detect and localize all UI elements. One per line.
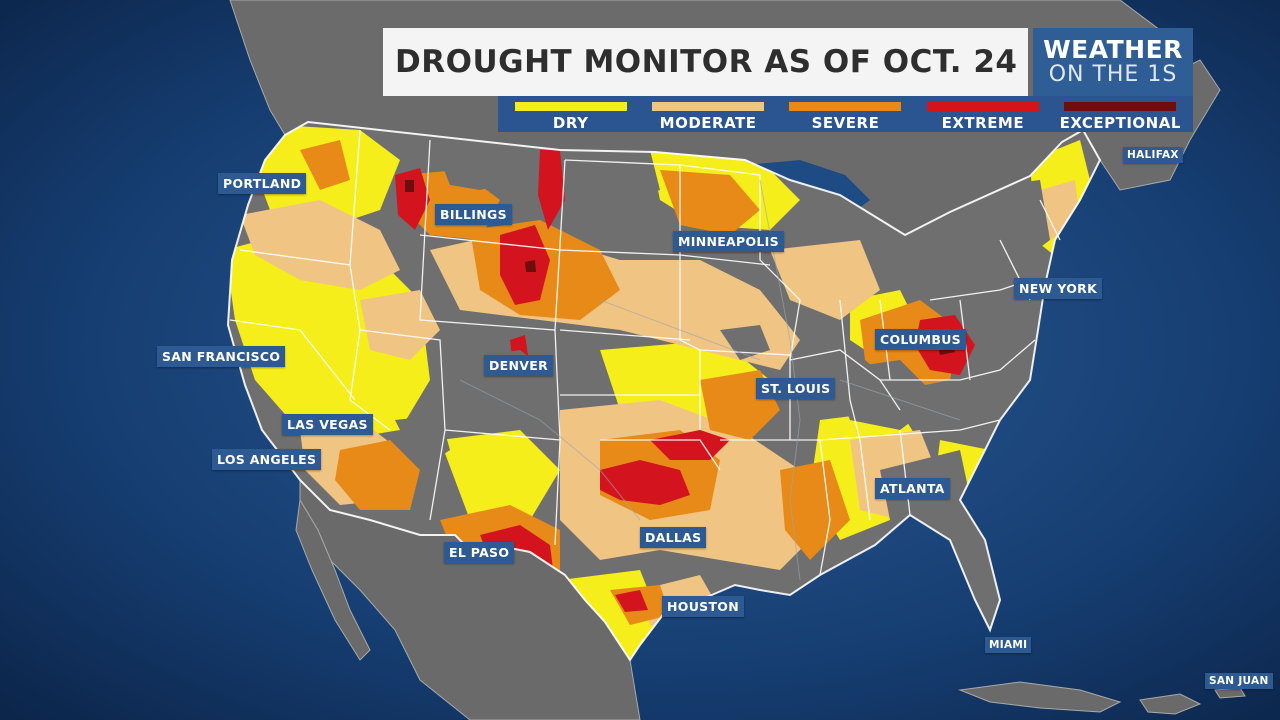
legend-item-extreme: EXTREME xyxy=(922,102,1044,132)
puerto-rico-land xyxy=(1214,687,1246,699)
legend-swatch-dry xyxy=(514,102,627,111)
legend-item-dry: DRY xyxy=(510,102,632,132)
legend-item-severe: SEVERE xyxy=(784,102,906,132)
city-label-columbus: COLUMBUS xyxy=(875,329,966,350)
city-label-st-louis: ST. LOUIS xyxy=(756,378,836,399)
city-label-atlanta: ATLANTA xyxy=(875,478,950,499)
map-title: DROUGHT MONITOR AS OF OCT. 24 xyxy=(395,44,1018,80)
title-banner: DROUGHT MONITOR AS OF OCT. 24 xyxy=(383,28,1028,96)
city-label-los-angeles: LOS ANGELES xyxy=(212,449,322,470)
legend-item-moderate: MODERATE xyxy=(647,102,769,132)
city-label-new-york: NEW YORK xyxy=(1014,278,1103,299)
legend-item-exceptional: EXCEPTIONAL xyxy=(1059,102,1181,132)
legend-label-extreme: EXTREME xyxy=(941,114,1025,132)
city-label-san-juan: SAN JUAN xyxy=(1205,673,1273,689)
city-label-portland: PORTLAND xyxy=(218,173,307,194)
city-label-el-paso: EL PASO xyxy=(444,542,515,563)
legend-label-moderate: MODERATE xyxy=(659,114,757,132)
brand-line2: ON THE 1S xyxy=(1048,62,1178,87)
legend-label-dry: DRY xyxy=(552,114,589,132)
city-label-halifax: HALIFAX xyxy=(1123,147,1183,163)
hispaniola-land xyxy=(1139,693,1202,715)
legend-swatch-moderate xyxy=(652,102,765,111)
city-label-minneapolis: MINNEAPOLIS xyxy=(673,231,784,252)
cuba-land xyxy=(958,681,1122,713)
city-label-las-vegas: LAS VEGAS xyxy=(282,414,373,435)
legend-swatch-extreme xyxy=(926,102,1039,111)
city-label-san-francisco: SAN FRANCISCO xyxy=(157,346,286,367)
city-label-denver: DENVER xyxy=(484,355,554,376)
legend-swatch-severe xyxy=(789,102,902,111)
legend-label-severe: SEVERE xyxy=(811,114,880,132)
baja-land xyxy=(295,498,371,661)
brand-logo: WEATHER ON THE 1S xyxy=(1033,28,1193,96)
brand-line1: WEATHER xyxy=(1043,35,1183,64)
drought-legend: DRY MODERATE SEVERE EXTREME EXCEPTIONAL xyxy=(498,96,1193,132)
city-label-miami: MIAMI xyxy=(985,637,1032,653)
city-label-houston: HOUSTON xyxy=(662,596,744,617)
city-label-dallas: DALLAS xyxy=(640,527,707,548)
state-borders xyxy=(226,120,1102,662)
drought-layers xyxy=(228,125,1095,660)
city-label-billings: BILLINGS xyxy=(435,204,512,225)
legend-swatch-exceptional xyxy=(1064,102,1177,111)
dry-zones xyxy=(228,125,1095,660)
legend-label-exceptional: EXCEPTIONAL xyxy=(1059,114,1181,132)
